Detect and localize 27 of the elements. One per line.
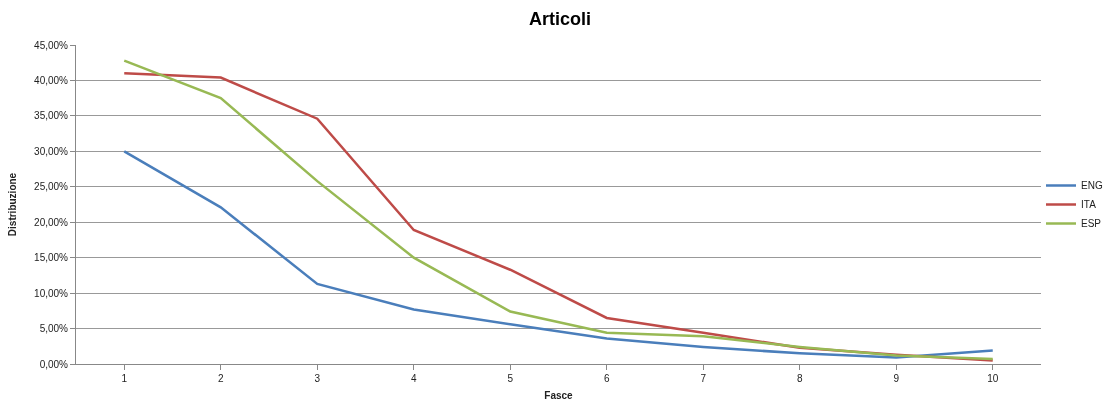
y-tick-label: 10,00% <box>34 287 69 299</box>
x-tick-label: 6 <box>603 373 610 384</box>
y-tick-label: 20,00% <box>34 216 69 228</box>
x-tick-label: 7 <box>700 373 707 384</box>
y-tick-label: 45,00% <box>34 39 69 51</box>
y-tick-label: 0,00% <box>39 358 69 370</box>
y-tick-label: 5,00% <box>39 323 69 335</box>
y-axis-title: Distribuzione <box>7 172 19 237</box>
x-tick-label: 1 <box>121 373 128 384</box>
y-tick-label: 35,00% <box>34 110 69 122</box>
legend-label: ENG <box>1081 180 1103 192</box>
y-tick-label: 25,00% <box>34 181 69 193</box>
line-series <box>123 150 994 359</box>
chart-title: Articoli <box>528 8 592 29</box>
x-tick-label: 8 <box>796 373 803 384</box>
x-tick-label: 5 <box>507 373 514 384</box>
legend-label: ITA <box>1081 199 1097 211</box>
x-tick-label: 10 <box>987 373 999 384</box>
x-axis-title: Fasce <box>544 389 574 401</box>
x-tick-label: 2 <box>217 373 224 384</box>
y-tick-label: 30,00% <box>34 145 69 157</box>
x-tick-label: 9 <box>893 373 900 384</box>
x-tick-label: 3 <box>314 373 321 384</box>
y-tick-label: 15,00% <box>34 252 69 264</box>
x-tick-label: 4 <box>410 373 417 384</box>
y-tick-label: 40,00% <box>34 74 69 86</box>
legend-label: ESP <box>1081 218 1102 230</box>
